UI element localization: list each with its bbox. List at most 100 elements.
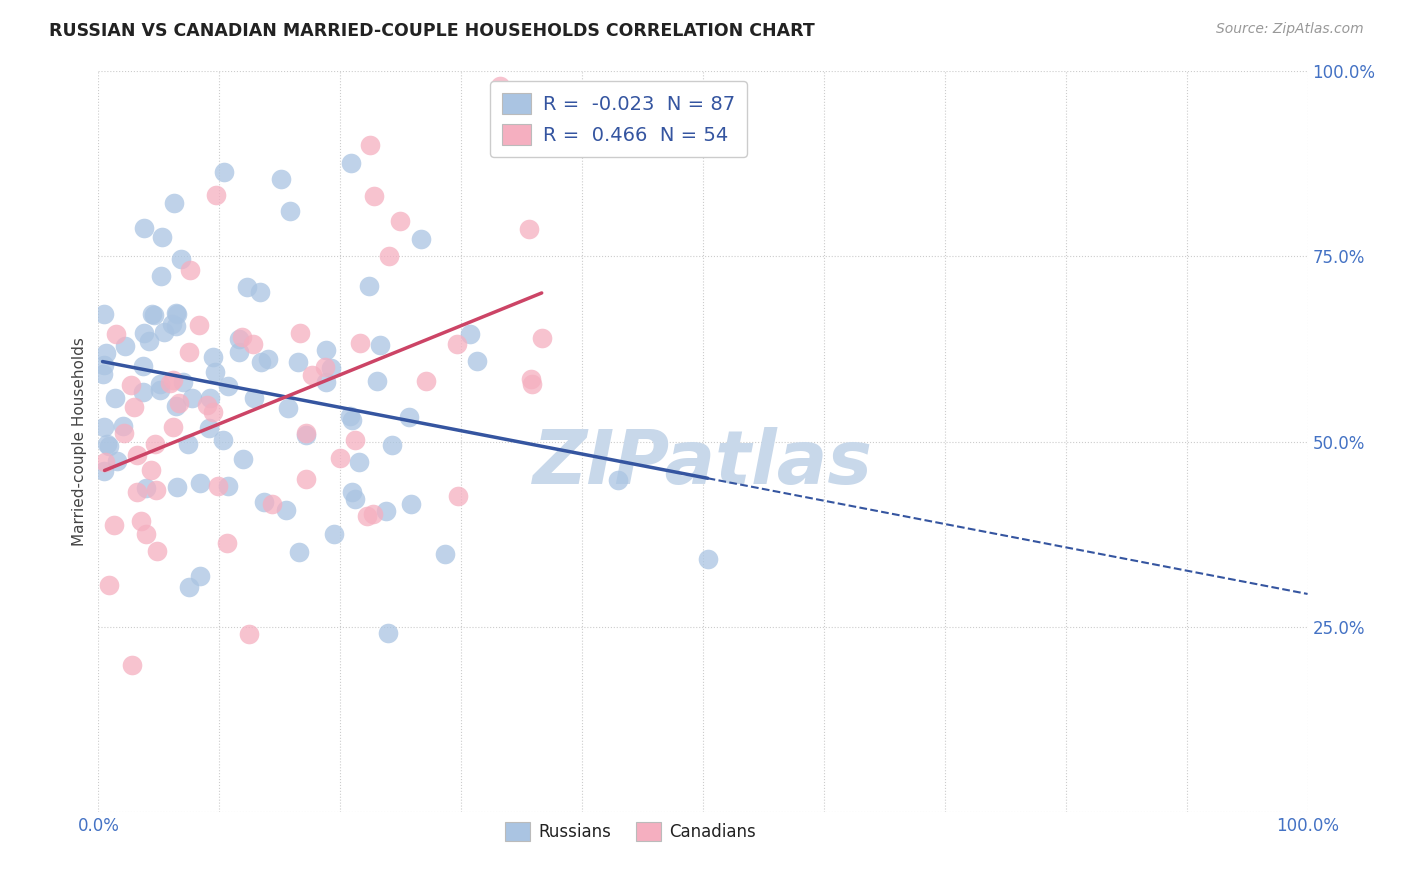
Point <box>166 307 188 321</box>
Point <box>253 495 276 509</box>
Point <box>388 214 411 228</box>
Point <box>278 203 301 218</box>
Y-axis label: Married-couple Households: Married-couple Households <box>72 337 87 546</box>
Point <box>179 262 201 277</box>
Point <box>177 437 200 451</box>
Point <box>93 307 115 321</box>
Point <box>315 343 337 357</box>
Point <box>97 438 120 452</box>
Point <box>177 345 200 359</box>
Point <box>198 391 221 405</box>
Point <box>377 625 399 640</box>
Point <box>142 308 165 322</box>
Point <box>366 375 388 389</box>
Point <box>315 376 337 390</box>
Point <box>165 399 187 413</box>
Point <box>201 350 224 364</box>
Point <box>288 545 311 559</box>
Point <box>93 358 115 372</box>
Point <box>368 338 391 352</box>
Point <box>257 352 280 367</box>
Point <box>467 354 489 368</box>
Point <box>132 359 155 373</box>
Point <box>211 433 233 447</box>
Legend: Russians, Canadians: Russians, Canadians <box>498 816 763 847</box>
Point <box>127 485 149 500</box>
Point <box>415 374 437 388</box>
Point <box>188 476 211 491</box>
Point <box>121 657 143 672</box>
Point <box>356 509 378 524</box>
Point <box>139 463 162 477</box>
Point <box>242 336 264 351</box>
Point <box>94 345 117 359</box>
Point <box>104 326 127 341</box>
Point <box>607 473 630 487</box>
Point <box>145 483 167 497</box>
Point <box>329 450 352 465</box>
Text: RUSSIAN VS CANADIAN MARRIED-COUPLE HOUSEHOLDS CORRELATION CHART: RUSSIAN VS CANADIAN MARRIED-COUPLE HOUSE… <box>49 22 815 40</box>
Point <box>249 285 271 300</box>
Point <box>217 479 239 493</box>
Point <box>153 325 176 339</box>
Point <box>149 383 172 397</box>
Point <box>135 526 157 541</box>
Point <box>363 189 385 203</box>
Point <box>519 372 541 386</box>
Point <box>112 425 135 440</box>
Point <box>181 391 204 405</box>
Point <box>96 437 118 451</box>
Text: Source: ZipAtlas.com: Source: ZipAtlas.com <box>1216 22 1364 37</box>
Point <box>146 543 169 558</box>
Point <box>295 472 318 486</box>
Point <box>277 401 299 415</box>
Point <box>212 165 235 179</box>
Point <box>522 376 544 391</box>
Point <box>359 279 381 293</box>
Point <box>458 327 481 342</box>
Point <box>132 384 155 399</box>
Point <box>447 489 470 503</box>
Point <box>276 503 298 517</box>
Point <box>398 410 420 425</box>
Text: ZIPatlas: ZIPatlas <box>533 427 873 500</box>
Point <box>150 268 173 283</box>
Point <box>150 230 173 244</box>
Point <box>340 413 363 427</box>
Point <box>342 485 364 500</box>
Point <box>197 421 219 435</box>
Point <box>169 252 191 266</box>
Point <box>361 507 384 521</box>
Point <box>188 318 211 332</box>
Point <box>162 420 184 434</box>
Point <box>321 360 343 375</box>
Point <box>344 433 367 447</box>
Point <box>93 464 115 478</box>
Point <box>228 332 250 346</box>
Point <box>377 249 399 263</box>
Point <box>104 392 127 406</box>
Point <box>381 438 404 452</box>
Point <box>349 335 371 350</box>
Point <box>696 552 718 566</box>
Point <box>159 376 181 390</box>
Point <box>204 365 226 379</box>
Point <box>138 334 160 348</box>
Point <box>124 401 146 415</box>
Point <box>250 355 273 369</box>
Point <box>207 479 229 493</box>
Point <box>301 368 323 382</box>
Point <box>169 396 191 410</box>
Point <box>143 437 166 451</box>
Point <box>339 409 361 423</box>
Point <box>228 345 250 359</box>
Point <box>323 527 346 541</box>
Point <box>235 279 257 293</box>
Point <box>243 391 266 405</box>
Point <box>314 359 336 374</box>
Point <box>149 376 172 391</box>
Point <box>129 515 152 529</box>
Point <box>165 306 187 320</box>
Point <box>165 319 187 334</box>
Point <box>294 428 316 442</box>
